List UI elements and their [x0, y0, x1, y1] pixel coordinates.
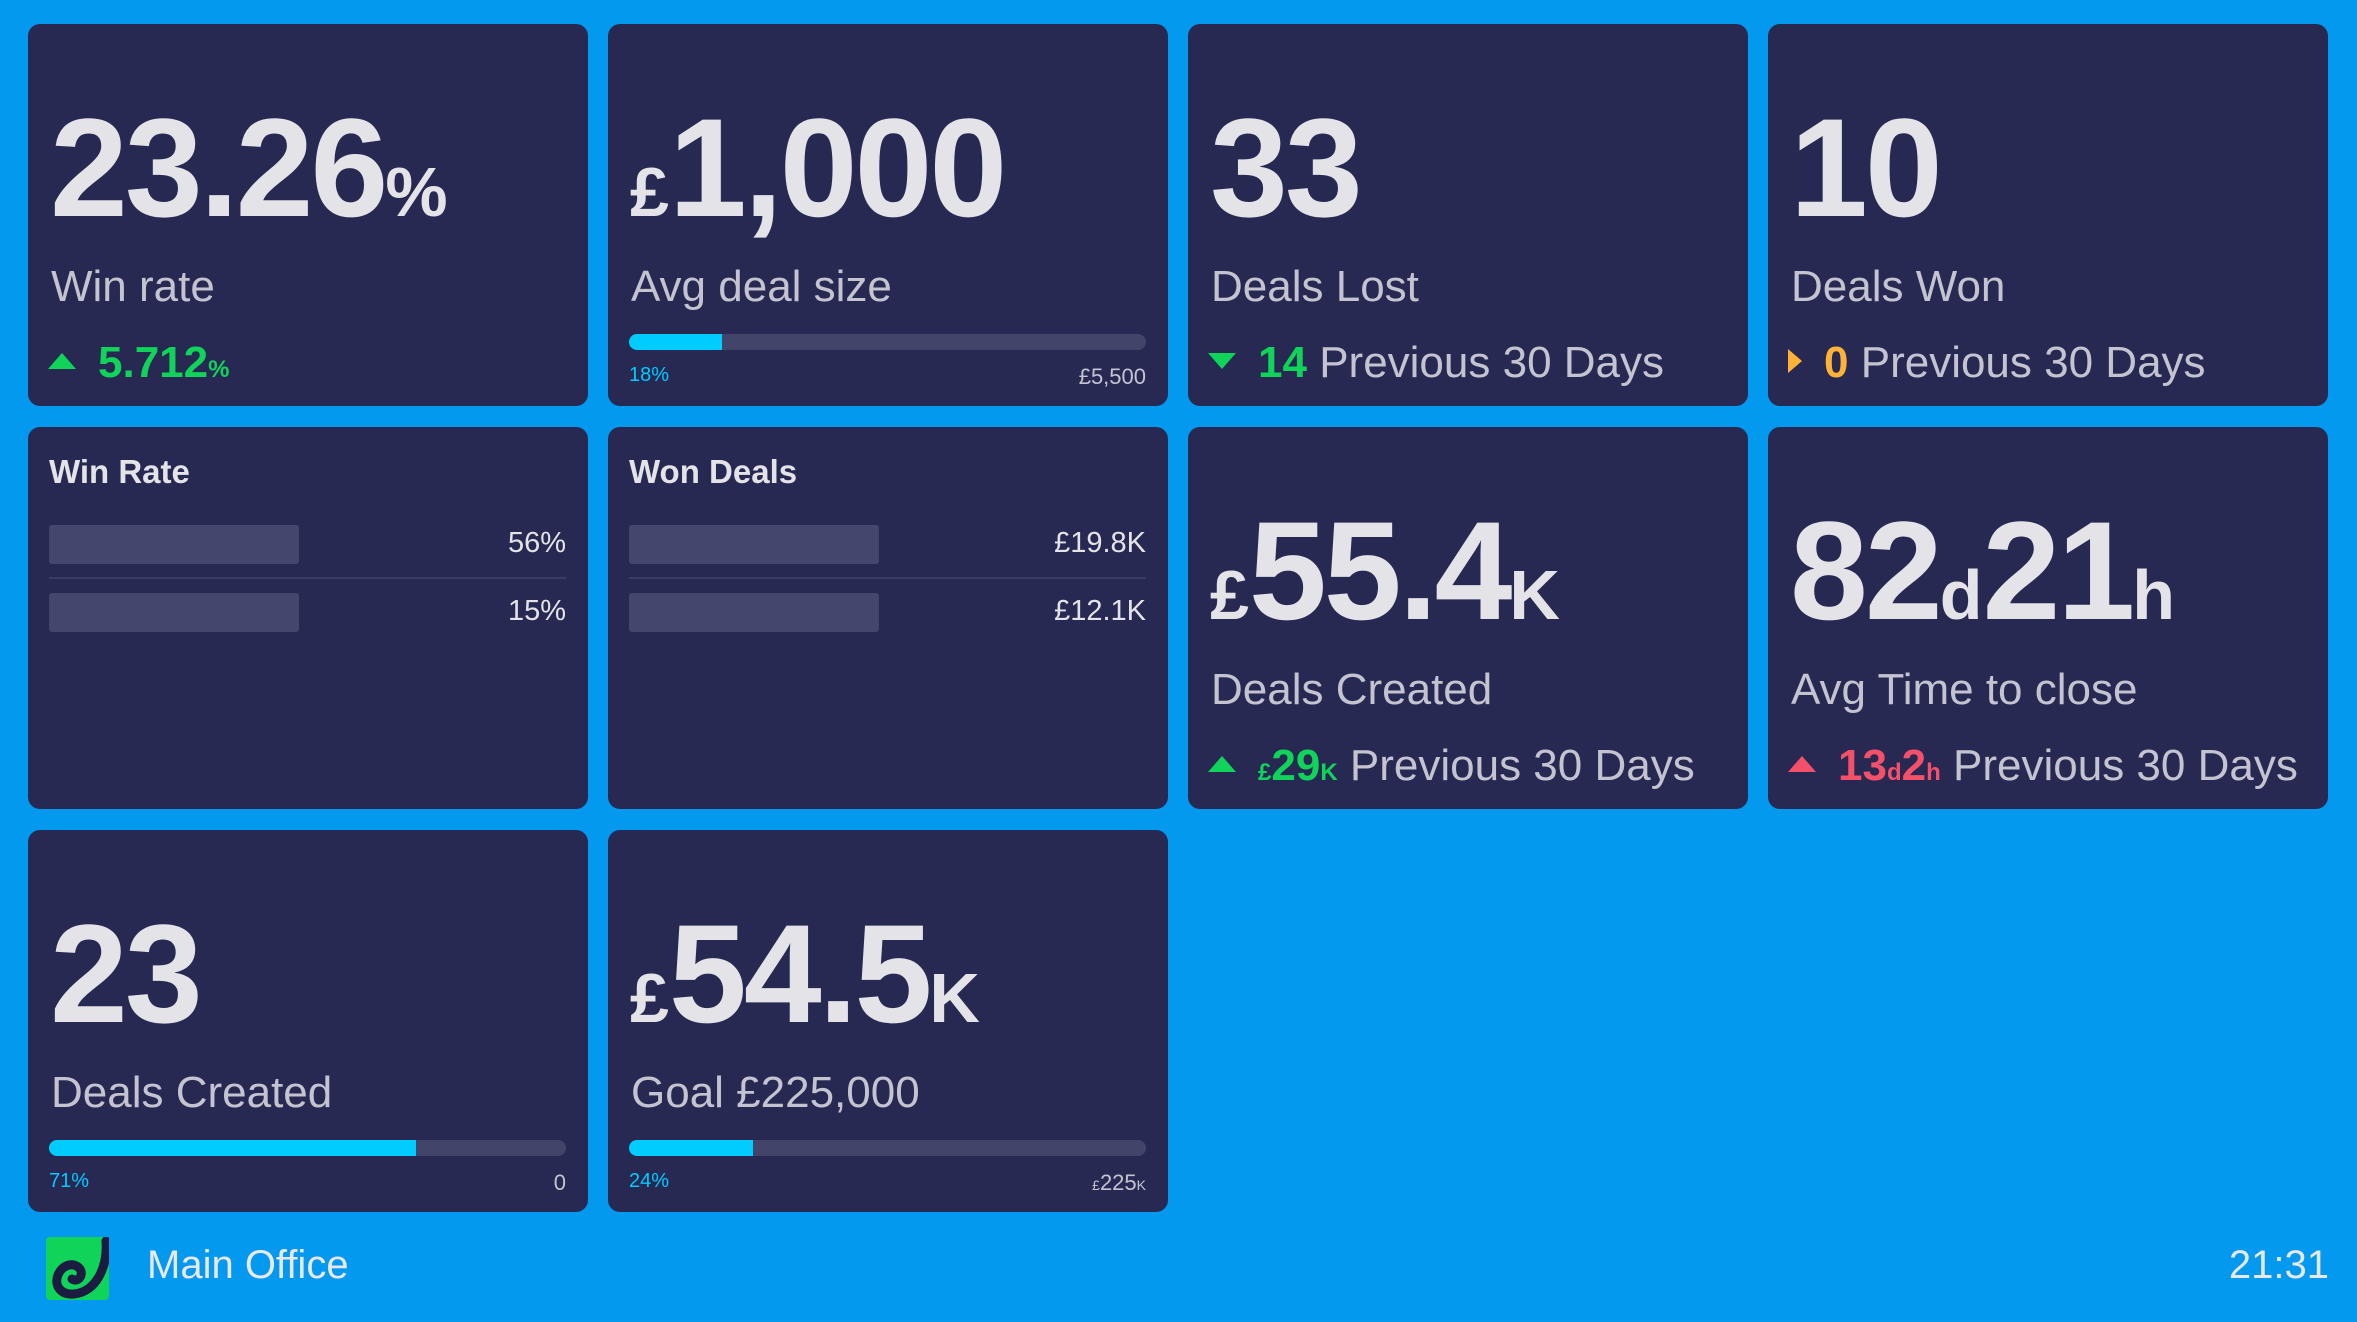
- hours-value: 21: [1982, 492, 2136, 649]
- progress-target: 0: [553, 1170, 566, 1195]
- avg-time-delta: 13d2h Previous 30 Days: [1788, 741, 2298, 798]
- deals-created-count-tile: 23 Deals Created 71% 0: [28, 830, 588, 1212]
- deals-won-delta: 0 Previous 30 Days: [1788, 338, 2206, 388]
- list-item-bar: [49, 525, 299, 564]
- delta-hours: 2: [1901, 741, 1927, 790]
- progress-bar: [629, 1140, 1146, 1156]
- delta-hours-unit: h: [1926, 759, 1941, 786]
- tile-title: Win Rate: [49, 453, 190, 490]
- deals-won-label: Deals Won: [1791, 262, 2006, 311]
- deals-created-count: 23: [50, 895, 203, 1052]
- progress-bar: [629, 334, 1146, 350]
- target-value: 225: [1099, 1170, 1137, 1195]
- value-number: 1,000: [668, 89, 1007, 246]
- delta-value: 29: [1271, 741, 1321, 790]
- deals-won-tile: 10 Deals Won 0 Previous 30 Days: [1768, 24, 2328, 406]
- list-item-bar: [49, 593, 299, 632]
- hours-unit: h: [2132, 556, 2175, 634]
- deals-lost-value: 33: [1210, 89, 1363, 246]
- avg-deal-value: £1,000: [630, 98, 1007, 262]
- trend-up-icon: [48, 353, 76, 370]
- progress-percent: 71%: [49, 1170, 90, 1192]
- progress-target: £225K: [1092, 1170, 1146, 1196]
- trend-down-icon: [1208, 353, 1236, 370]
- delta-suffix: K: [1320, 759, 1338, 786]
- goal-label: Goal £225,000: [631, 1068, 920, 1117]
- location-name: Main Office: [147, 1243, 349, 1287]
- won-deals-list-tile: Won Deals £19.8K £12.1K: [608, 427, 1168, 809]
- progress-bar: [49, 1140, 566, 1156]
- win-rate-delta: 5.712%: [48, 338, 229, 395]
- delta-days-unit: d: [1886, 759, 1902, 786]
- delta-period: Previous 30 Days: [1319, 338, 1665, 387]
- currency-symbol: £: [630, 153, 669, 231]
- delta-period: Previous 30 Days: [1953, 741, 2298, 790]
- divider: [629, 577, 1146, 579]
- list-item-value: 15%: [507, 595, 566, 627]
- progress-target: £5,500: [1078, 364, 1146, 389]
- delta-period: Previous 30 Days: [1860, 338, 2206, 387]
- deals-created-label: Deals Created: [51, 1068, 333, 1117]
- tile-title: Won Deals: [629, 453, 798, 490]
- deals-lost-label: Deals Lost: [1211, 262, 1419, 311]
- deals-created-label: Deals Created: [1211, 665, 1493, 714]
- list-item-bar: [629, 593, 879, 632]
- target-currency: £: [1092, 1177, 1100, 1193]
- delta-value: 0: [1824, 338, 1849, 387]
- win-rate-value: 23.26%: [50, 98, 448, 262]
- avg-deal-label: Avg deal size: [631, 262, 892, 311]
- list-item-value: 56%: [507, 527, 566, 559]
- trend-flat-icon: [1788, 349, 1802, 374]
- list-item-value: £19.8K: [1054, 527, 1146, 559]
- delta-period: Previous 30 Days: [1349, 741, 1695, 790]
- avg-time-label: Avg Time to close: [1791, 665, 2138, 714]
- delta-unit: %: [208, 356, 230, 383]
- trend-up-icon: [1208, 756, 1236, 773]
- avg-deal-size-tile: £1,000 Avg deal size 18% £5,500: [608, 24, 1168, 406]
- trend-up-icon: [1788, 756, 1816, 773]
- currency-symbol: £: [630, 959, 669, 1037]
- deals-created-value: £55.4K: [1210, 501, 1560, 665]
- delta-currency: £: [1258, 759, 1272, 786]
- win-rate-tile: 23.26% Win rate 5.712%: [28, 24, 588, 406]
- goal-value: £54.5K: [630, 904, 980, 1068]
- avg-time-close-tile: 82d21h Avg Time to close 13d2h Previous …: [1768, 427, 2328, 809]
- list-item-bar: [629, 525, 879, 564]
- progress-percent: 18%: [629, 364, 670, 386]
- deals-won-value: 10: [1790, 89, 1943, 246]
- deals-created-value-tile: £55.4K Deals Created £29K Previous 30 Da…: [1188, 427, 1748, 809]
- progress-fill: [49, 1140, 417, 1156]
- deals-created-delta: £29K Previous 30 Days: [1208, 741, 1695, 798]
- value-number: 55.4: [1248, 492, 1512, 649]
- value-number: 54.5: [668, 895, 932, 1052]
- divider: [49, 577, 566, 579]
- currency-symbol: £: [1210, 556, 1249, 634]
- value-suffix: K: [929, 959, 980, 1037]
- delta-value: 5.712: [98, 338, 209, 387]
- value-suffix: K: [1509, 556, 1560, 634]
- days-unit: d: [1939, 556, 1983, 634]
- value-unit: %: [385, 153, 448, 231]
- deals-lost-delta: 14 Previous 30 Days: [1208, 338, 1664, 388]
- list-item-value: £12.1K: [1054, 595, 1146, 627]
- win-rate-list-tile: Win Rate 56% 15%: [28, 427, 588, 809]
- win-rate-label: Win rate: [51, 262, 215, 311]
- value-number: 23.26: [50, 89, 388, 246]
- days-value: 82: [1790, 492, 1943, 649]
- deals-lost-tile: 33 Deals Lost 14 Previous 30 Days: [1188, 24, 1748, 406]
- delta-value: 14: [1258, 338, 1307, 387]
- progress-percent: 24%: [629, 1170, 670, 1192]
- app-logo-icon: [46, 1236, 111, 1300]
- progress-fill: [629, 334, 723, 350]
- progress-fill: [629, 1140, 754, 1156]
- goal-tile: £54.5K Goal £225,000 24% £225K: [608, 830, 1168, 1212]
- target-suffix: K: [1136, 1177, 1146, 1193]
- clock: 21:31: [2228, 1243, 2329, 1287]
- avg-time-value: 82d21h: [1790, 501, 2175, 665]
- delta-days: 13: [1838, 741, 1887, 790]
